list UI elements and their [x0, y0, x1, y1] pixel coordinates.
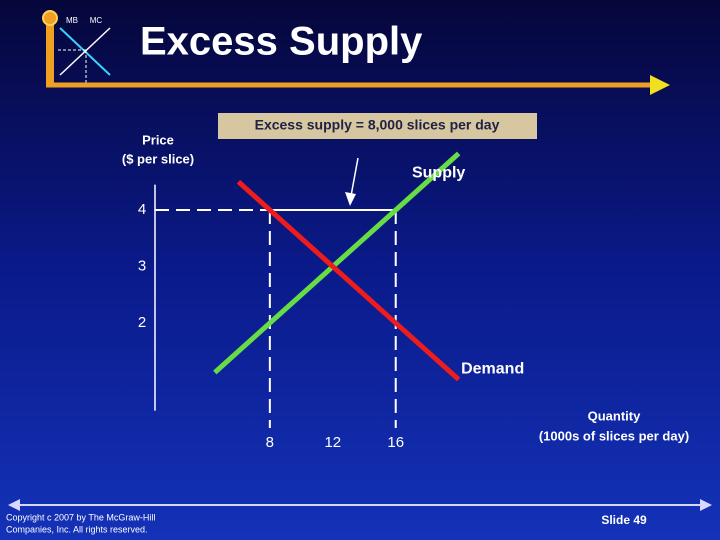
- footer-rule: [8, 499, 712, 511]
- series-label: Supply: [412, 165, 465, 182]
- series-label: Demand: [461, 361, 524, 378]
- copyright: Companies, Inc. All rights reserved.: [6, 524, 148, 534]
- annotation-box: [218, 113, 537, 139]
- y-tick-label: 4: [138, 201, 146, 218]
- x-tick-label: 8: [266, 434, 274, 451]
- copyright: Copyright c 2007 by The McGraw-Hill: [6, 512, 155, 522]
- logo: MB MC: [42, 10, 111, 86]
- line: [213, 151, 461, 375]
- x-tick-label: 12: [324, 434, 341, 451]
- plot: 2 3 4 8 12 16 Supply Demand: [138, 151, 524, 451]
- y-tick-label: 2: [138, 314, 146, 331]
- slide-title: Excess Supply: [140, 20, 423, 64]
- y-tick-label: 3: [138, 257, 146, 274]
- x-axis-label: Quantity: [588, 408, 641, 423]
- line: [236, 179, 461, 382]
- logo-text: MB: [66, 16, 78, 25]
- annotation-arrow: [345, 157, 359, 206]
- header-rule: [46, 75, 670, 95]
- annotation: Excess supply = 8,000 slices per day: [255, 117, 500, 133]
- y-axis-label: Price: [142, 132, 174, 147]
- y-axis-label: ($ per slice): [122, 151, 194, 166]
- slide-number: Slide 49: [601, 513, 647, 527]
- logo-text: MC: [90, 16, 103, 25]
- x-tick-label: 16: [387, 434, 404, 451]
- x-axis-label: (1000s of slices per day): [539, 428, 689, 443]
